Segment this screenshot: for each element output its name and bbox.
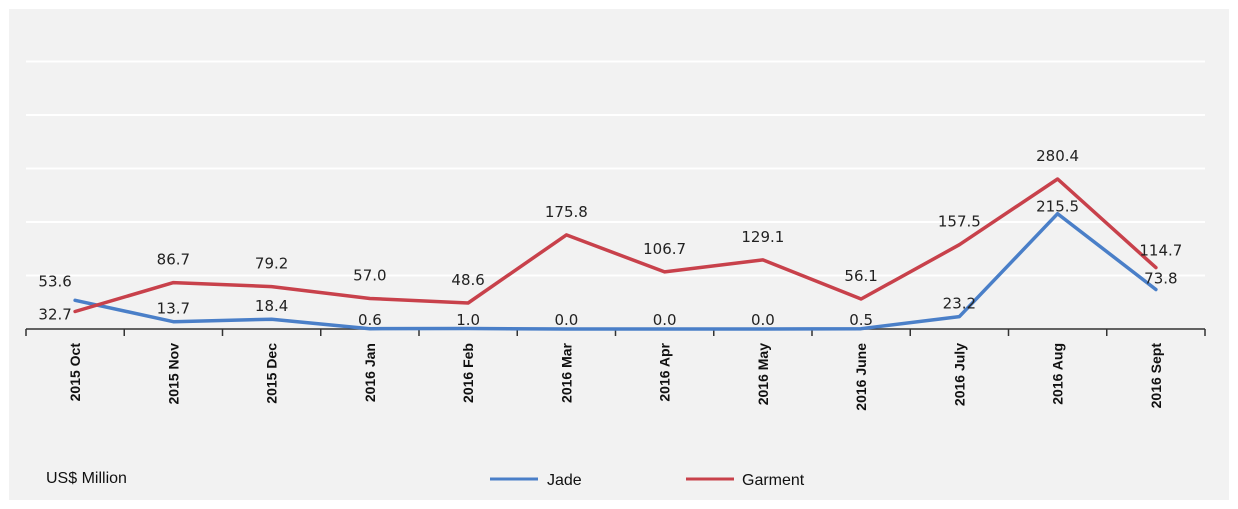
data-label-jade: 73.8 [1144, 270, 1177, 288]
data-label-jade: 1.0 [456, 311, 480, 329]
data-label-garment: 56.1 [844, 267, 877, 285]
data-label-garment: 157.5 [938, 213, 981, 231]
data-label-garment: 48.6 [451, 271, 484, 289]
x-tick-labels: 2015 Oct 2015 Nov 2015 Dec 2016 Jan 2016 Feb… [67, 342, 1164, 410]
series-line-garment [73, 177, 1158, 314]
x-tick-label: 2016 Jan [362, 343, 378, 402]
gridlines [26, 7, 1205, 277]
legend-jade-label: Jade [547, 472, 582, 489]
legend-garment-label: Garment [742, 472, 805, 489]
legend: Jade Garment [490, 472, 805, 489]
x-tick-label: 2016 Sept [1148, 343, 1164, 409]
data-label-garment: 106.7 [643, 240, 686, 258]
x-tick-label: 2015 Nov [165, 343, 181, 405]
x-tick-label: 2015 Oct [67, 343, 83, 402]
x-tick-label: 2016 Apr [657, 342, 673, 401]
data-label-jade: 0.0 [554, 311, 578, 329]
x-tick-label: 2016 Aug [1050, 343, 1066, 405]
data-label-jade: 53.6 [38, 272, 71, 290]
data-label-garment: 79.2 [255, 255, 288, 273]
x-tick-label: 2015 Dec [264, 343, 280, 404]
data-label-garment: 86.7 [157, 251, 190, 269]
data-label-jade: 13.7 [157, 300, 190, 318]
data-label-garment: 175.8 [545, 203, 588, 221]
data-labels: 53.6 32.7 13.7 86.7 18.4 79.2 0.6 57.0 1.0 48.6 0.… [38, 147, 1182, 329]
x-tick-label: 2016 Mar [558, 342, 574, 402]
series-line-jade [73, 211, 1158, 331]
x-tick-label: 2016 June [853, 343, 869, 411]
unit-label: US$ Million [46, 470, 127, 487]
data-label-garment: 280.4 [1036, 147, 1079, 165]
data-label-jade: 0.5 [849, 311, 873, 329]
data-label-garment: 114.7 [1139, 242, 1182, 260]
data-label-garment: 32.7 [38, 306, 71, 324]
data-label-garment: 129.1 [741, 228, 784, 246]
data-label-jade: 0.6 [358, 311, 382, 329]
data-label-jade: 0.0 [653, 311, 677, 329]
series-lines [73, 177, 1158, 331]
data-label-jade: 0.0 [751, 311, 775, 329]
x-tick-label: 2016 Feb [460, 343, 476, 403]
data-label-jade: 215.5 [1036, 198, 1079, 216]
data-label-jade: 23.2 [943, 295, 976, 313]
data-label-garment: 57.0 [353, 267, 386, 285]
x-tick-label: 2016 May [755, 343, 771, 405]
data-label-jade: 18.4 [255, 297, 288, 315]
x-tick-label: 2016 July [951, 343, 967, 406]
